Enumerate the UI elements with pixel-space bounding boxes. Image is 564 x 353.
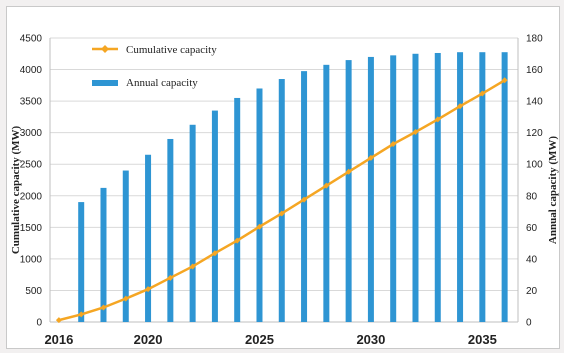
cumulative-capacity-line: [55, 77, 508, 324]
x-axis-ticks: 2016 2020 2025 2030 2035: [44, 332, 496, 347]
y-left-tick-4500: 4500: [20, 34, 43, 45]
y-right-tick-160: 160: [526, 65, 543, 76]
left-axis-ticks: 0 500 1000 1500 2000 2500 3000 3500 4000 4500: [20, 34, 43, 329]
legend-bar-swatch: [92, 80, 118, 86]
right-axis-ticks: 0 20 40 60 80 100 120 140 160 180: [526, 34, 543, 329]
point-cumulative-2033: [434, 116, 441, 123]
bar-annual-2017: [78, 202, 85, 322]
point-cumulative-2032: [412, 129, 419, 136]
bar-annual-2036: [501, 52, 508, 322]
bar-annual-2035: [479, 52, 486, 322]
legend-line-marker: [101, 45, 109, 53]
bar-annual-2031: [390, 55, 397, 322]
y-left-tick-2000: 2000: [20, 191, 43, 202]
x-tick-2035: 2035: [468, 332, 497, 347]
bar-annual-2021: [167, 138, 174, 322]
y-right-tick-20: 20: [526, 286, 538, 297]
y-left-tick-1000: 1000: [20, 254, 43, 265]
bar-annual-2025: [256, 88, 263, 322]
y-right-tick-180: 180: [526, 34, 543, 45]
y-right-tick-0: 0: [526, 318, 532, 329]
point-cumulative-2027: [301, 196, 308, 203]
y-left-tick-2500: 2500: [20, 160, 43, 171]
y-left-tick-0: 0: [36, 318, 42, 329]
x-tick-2030: 2030: [356, 332, 385, 347]
y-left-tick-3000: 3000: [20, 128, 43, 139]
y-right-tick-140: 140: [526, 97, 543, 108]
y-axis-right-title: Annual capacity (MW): [547, 136, 559, 245]
x-tick-2020: 2020: [134, 332, 163, 347]
point-cumulative-2021: [167, 274, 174, 281]
legend-label-cumulative: Cumulative capacity: [126, 44, 217, 56]
y-left-tick-3500: 3500: [20, 97, 43, 108]
bar-annual-2026: [278, 79, 285, 323]
point-cumulative-2016: [55, 317, 62, 324]
legend-label-annual: Annual capacity: [126, 77, 198, 89]
point-cumulative-2035: [479, 90, 486, 97]
point-cumulative-2028: [323, 182, 330, 189]
y-right-tick-40: 40: [526, 254, 538, 265]
y-right-tick-60: 60: [526, 223, 538, 234]
point-cumulative-2031: [390, 141, 397, 148]
point-cumulative-2019: [122, 295, 129, 302]
point-cumulative-2029: [345, 168, 352, 175]
bar-annual-2033: [434, 52, 441, 322]
bar-annual-2023: [211, 110, 218, 322]
annual-capacity-bars: [78, 52, 508, 323]
point-cumulative-2025: [256, 223, 263, 230]
y-right-tick-120: 120: [526, 128, 543, 139]
bar-annual-2018: [100, 187, 107, 322]
point-cumulative-2017: [78, 311, 85, 318]
point-cumulative-2020: [145, 286, 152, 293]
bar-annual-2030: [367, 56, 374, 322]
bar-annual-2020: [145, 154, 152, 322]
point-cumulative-2023: [211, 250, 218, 257]
point-cumulative-2036: [501, 77, 508, 84]
point-cumulative-2026: [278, 210, 285, 217]
point-cumulative-2022: [189, 263, 196, 270]
y-left-tick-500: 500: [25, 286, 42, 297]
bar-annual-2022: [189, 124, 196, 323]
point-cumulative-2034: [457, 103, 464, 110]
bar-annual-2034: [457, 52, 464, 322]
x-tick-2025: 2025: [245, 332, 274, 347]
legend: Cumulative capacity Annual capacity: [92, 44, 217, 89]
y-left-tick-4000: 4000: [20, 65, 43, 76]
point-cumulative-2024: [234, 237, 241, 244]
point-cumulative-2030: [367, 154, 374, 161]
bar-annual-2029: [345, 60, 352, 322]
x-tick-2016: 2016: [44, 332, 73, 347]
y-axis-left-title: Cumulative capacity (MW): [10, 126, 22, 255]
bar-annual-2019: [122, 170, 129, 322]
bar-annual-2032: [412, 53, 419, 323]
bar-annual-2028: [323, 64, 330, 323]
y-right-tick-80: 80: [526, 191, 538, 202]
y-right-tick-100: 100: [526, 160, 543, 171]
y-left-tick-1500: 1500: [20, 223, 43, 234]
bar-annual-2024: [234, 97, 241, 322]
point-cumulative-2018: [100, 304, 107, 311]
